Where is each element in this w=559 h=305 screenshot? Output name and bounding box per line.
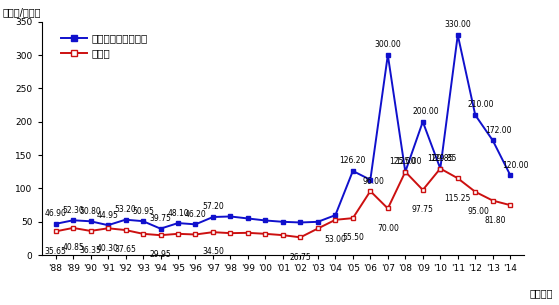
Text: 29.95: 29.95 [150,250,172,260]
Text: 36.35: 36.35 [79,246,102,255]
Text: （年度）: （年度） [529,288,552,298]
Text: 96.00: 96.00 [362,177,384,185]
Text: 120.00: 120.00 [503,160,529,170]
Text: 44.95: 44.95 [97,211,119,220]
Text: 39.75: 39.75 [150,214,172,223]
Text: 50.95: 50.95 [132,206,154,216]
Text: 48.10: 48.10 [167,209,189,217]
Text: 52.30: 52.30 [62,206,84,215]
Text: 97.75: 97.75 [412,205,434,214]
Text: 53.00: 53.00 [324,235,347,244]
Text: （ドル/トン）: （ドル/トン） [3,7,41,17]
Text: 34.50: 34.50 [202,247,224,257]
Text: 40.30: 40.30 [97,244,119,253]
Text: 46.20: 46.20 [184,210,206,219]
Text: 26.75: 26.75 [290,253,311,262]
Text: 46.90: 46.90 [45,209,67,218]
Text: 57.20: 57.20 [202,203,224,211]
Text: 125.00: 125.00 [389,157,416,166]
Text: 81.80: 81.80 [485,216,506,225]
Text: 95.00: 95.00 [467,207,489,216]
Text: 129.85: 129.85 [427,154,453,163]
Text: 53.20: 53.20 [115,205,136,214]
Text: 210.00: 210.00 [467,101,494,109]
Text: 50.80: 50.80 [80,207,101,216]
Text: 70.00: 70.00 [377,224,399,233]
Text: 126.20: 126.20 [340,156,366,165]
Text: 125.00: 125.00 [395,157,421,166]
Text: 40.85: 40.85 [62,243,84,252]
Text: 35.65: 35.65 [45,247,67,256]
Legend: 原料炭（強粘結炭）, 一般炭: 原料炭（強粘結炭）, 一般炭 [56,29,152,63]
Text: 37.65: 37.65 [115,245,136,254]
Text: 330.00: 330.00 [444,20,471,29]
Text: 200.00: 200.00 [413,107,439,116]
Text: 129.85: 129.85 [430,154,456,163]
Text: 300.00: 300.00 [375,41,401,49]
Text: 172.00: 172.00 [485,126,511,135]
Text: 115.25: 115.25 [444,194,471,203]
Text: 55.50: 55.50 [342,233,364,242]
